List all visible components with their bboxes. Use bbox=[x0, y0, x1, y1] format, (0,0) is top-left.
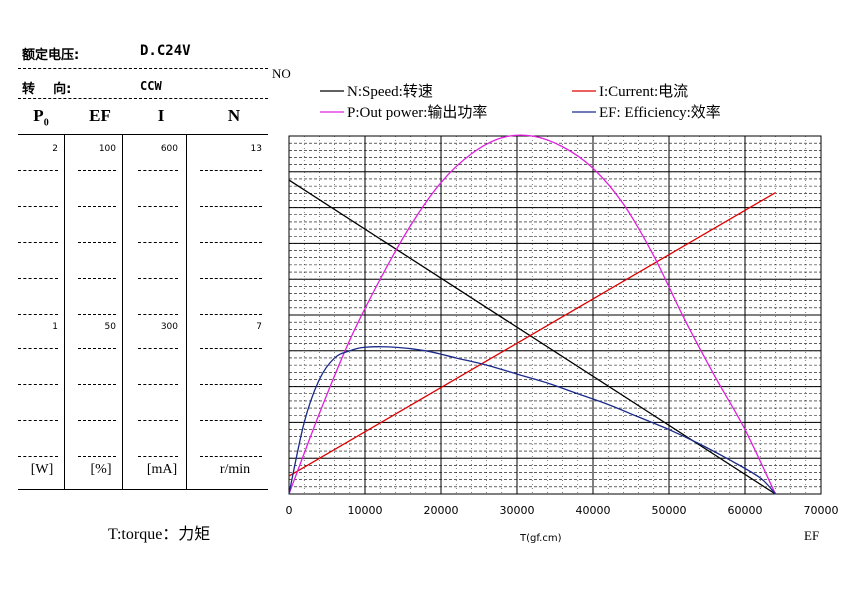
x-axis-label: T(gf.cm) bbox=[520, 533, 562, 544]
row-divider bbox=[138, 314, 178, 315]
column-header: N bbox=[227, 106, 241, 125]
corner-top-label: NO bbox=[272, 66, 291, 81]
scale-mid-value: 50 bbox=[104, 322, 116, 332]
spec-divider-1 bbox=[18, 68, 268, 69]
legend-entry: EF: Efficiency:效率 bbox=[599, 104, 721, 121]
unit-label: [%] bbox=[90, 462, 112, 477]
row-divider bbox=[200, 170, 262, 171]
x-tick-label: 50000 bbox=[652, 504, 687, 517]
row-divider bbox=[78, 420, 116, 421]
corner-bottom-label: EF bbox=[804, 528, 820, 543]
row-divider bbox=[78, 384, 116, 385]
table-header-rule bbox=[18, 134, 268, 135]
row-divider bbox=[200, 206, 262, 207]
legend-entry: N:Speed:转速 bbox=[347, 83, 433, 100]
table-bottom-rule bbox=[18, 489, 268, 490]
row-divider bbox=[200, 278, 262, 279]
row-divider bbox=[78, 206, 116, 207]
unit-label: [mA] bbox=[146, 462, 178, 477]
row-divider bbox=[78, 314, 116, 315]
column-separator bbox=[186, 134, 187, 490]
row-divider bbox=[18, 348, 58, 349]
column-separator bbox=[122, 134, 123, 490]
series-line bbox=[288, 192, 776, 477]
row-divider bbox=[78, 170, 116, 171]
row-divider bbox=[200, 384, 262, 385]
scale-mid-value: 300 bbox=[160, 322, 178, 332]
row-divider bbox=[200, 314, 262, 315]
scale-top-value: 100 bbox=[98, 144, 116, 154]
series-line bbox=[288, 134, 776, 495]
row-divider bbox=[78, 456, 116, 457]
scale-top-value: 2 bbox=[52, 144, 58, 154]
unit-label: r/min bbox=[219, 462, 251, 477]
x-tick-label: 20000 bbox=[424, 504, 459, 517]
row-divider bbox=[138, 348, 178, 349]
row-divider bbox=[138, 278, 178, 279]
row-divider bbox=[18, 170, 58, 171]
row-divider bbox=[138, 170, 178, 171]
x-tick-label: 0 bbox=[286, 504, 293, 517]
row-divider bbox=[18, 278, 58, 279]
row-divider bbox=[18, 456, 58, 457]
scale-top-value: 600 bbox=[160, 144, 178, 154]
column-header: EF bbox=[89, 106, 111, 125]
direction-value: CCW bbox=[140, 79, 162, 93]
x-tick-label: 10000 bbox=[348, 504, 383, 517]
row-divider bbox=[138, 456, 178, 457]
torque-note: T:torque：力矩 bbox=[108, 526, 211, 543]
direction-label: 转 向: bbox=[22, 82, 72, 97]
spec-divider-2 bbox=[18, 98, 268, 99]
row-divider bbox=[18, 420, 58, 421]
row-divider bbox=[18, 384, 58, 385]
x-tick-label: 40000 bbox=[576, 504, 611, 517]
row-divider bbox=[200, 242, 262, 243]
row-divider bbox=[200, 420, 262, 421]
row-divider bbox=[200, 456, 262, 457]
x-tick-label: 30000 bbox=[500, 504, 535, 517]
column-header: P0 bbox=[33, 106, 49, 129]
row-divider bbox=[138, 420, 178, 421]
series-line bbox=[288, 346, 776, 495]
x-tick-label: 70000 bbox=[804, 504, 839, 517]
row-divider bbox=[138, 242, 178, 243]
scale-mid-value: 7 bbox=[256, 322, 262, 332]
row-divider bbox=[138, 384, 178, 385]
scale-top-value: 13 bbox=[250, 144, 262, 154]
rated-voltage-value: D.C24V bbox=[140, 43, 191, 59]
x-tick-label: 60000 bbox=[728, 504, 763, 517]
row-divider bbox=[78, 278, 116, 279]
scale-mid-value: 1 bbox=[52, 322, 58, 332]
row-divider bbox=[200, 348, 262, 349]
column-separator bbox=[64, 134, 65, 490]
row-divider bbox=[18, 206, 58, 207]
row-divider bbox=[78, 348, 116, 349]
rated-voltage-label: 额定电压: bbox=[22, 48, 80, 63]
legend-entry: P:Out power:输出功率 bbox=[347, 104, 487, 121]
row-divider bbox=[18, 242, 58, 243]
column-header: I bbox=[157, 106, 165, 125]
unit-label: [W] bbox=[30, 462, 54, 477]
column-header-subscript: 0 bbox=[43, 117, 49, 129]
row-divider bbox=[18, 314, 58, 315]
legend-entry: I:Current:电流 bbox=[599, 83, 688, 100]
row-divider bbox=[78, 242, 116, 243]
row-divider bbox=[138, 206, 178, 207]
